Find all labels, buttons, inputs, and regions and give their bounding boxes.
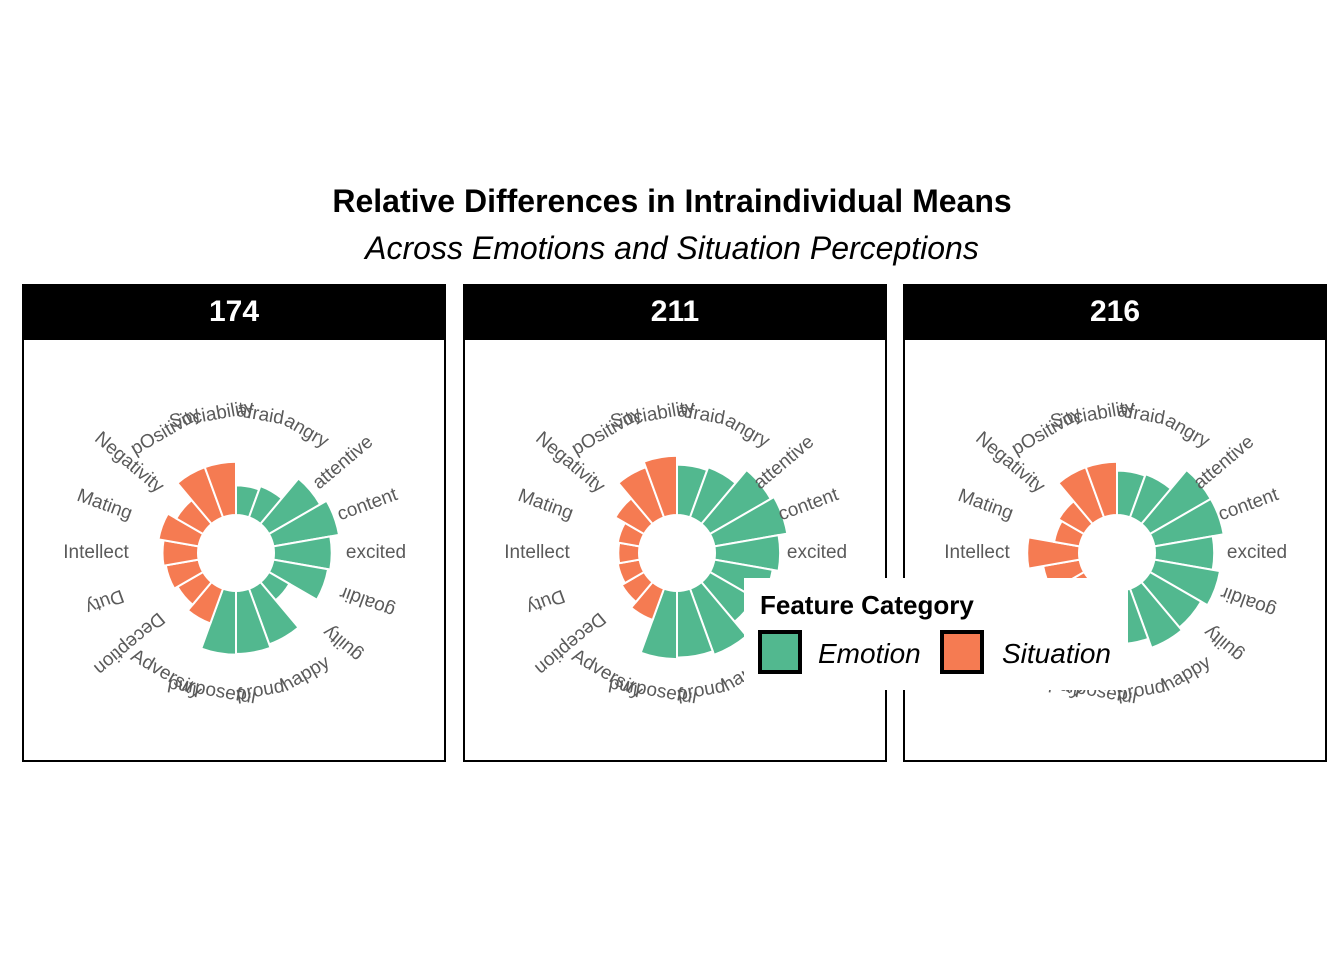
category-label: goaldir [336,581,397,620]
facet-0: 174 afraid angry attentive content excited go… [22,284,446,762]
bar-goaldir [267,558,330,602]
bar-Intellect [1026,536,1081,570]
category-label: Adversity [568,645,647,703]
bar-content [1148,497,1225,548]
category-label: angry [1161,410,1213,452]
bar-Sociability [642,454,678,519]
bar-content [708,495,789,548]
category-label: excited [787,542,847,563]
bar-Adversity [629,580,666,622]
category-label: angry [721,410,773,452]
category-label: Intellect [944,542,1010,563]
category-label: angry [280,410,332,452]
category-label: Intellect [63,542,129,563]
category-label: Mating [955,485,1016,524]
legend-label-emotion: Emotion [818,638,921,669]
category-label: happy [1159,652,1215,696]
bar-happy [688,580,749,657]
bar-purposeful [639,587,678,661]
polar-bar-chart: afraidangryattentivecontentexcitedgoaldi… [504,397,847,709]
facet-strip-label: 211 [463,284,887,338]
polar-bar-chart: afraidangryattentivecontentexcitedgoaldi… [63,397,406,709]
bar-Sociability [1084,460,1118,519]
bar-Adversity [186,580,225,625]
bar-purposeful [199,587,237,656]
chart-title: Relative Differences in Intraindividual … [332,183,1012,219]
category-label: Adversity [127,645,206,703]
legend-key-situation [940,630,984,674]
legend-label-situation: Situation [1002,638,1111,669]
category-label: goaldir [1217,581,1278,620]
bar-goaldir [1148,558,1222,607]
bar-content [267,499,341,548]
bar-happy [1128,580,1184,650]
category-label: content [335,484,401,525]
category-label: content [1216,484,1282,525]
category-label: excited [346,542,406,563]
bar-Deception [620,570,654,604]
bar-Duty [616,558,646,585]
category-label: Duty [523,585,567,618]
facet-panel: afraidangryattentivecontentexcitedgoaldi… [463,338,887,762]
facet-strip-label: 174 [22,284,446,338]
category-label: Sociability [168,397,256,433]
legend-title: Feature Category [760,590,974,620]
legend-key-emotion [758,630,802,674]
facet-strip-label: 216 [903,284,1327,338]
category-label: excited [1227,542,1287,563]
category-label: Intellect [504,542,570,563]
facet-1: 211 afraidangryattentivecontentexcitedgo… [463,284,887,762]
polar-bar-chart: afraidangryattentivecontentexcitedgoaldi… [944,397,1287,709]
category-label: Mating [74,485,135,524]
category-label: Duty [82,585,126,618]
bar-Mating [157,512,205,548]
category-label: Sociability [1049,397,1137,433]
category-label: Sociability [609,397,697,433]
facet-2: 216 afraid angry attentive content excited go… [903,284,1327,762]
category-label: content [776,484,842,525]
category-label: Mating [515,485,576,524]
bar-Sociability [203,460,237,519]
chart-subtitle: Across Emotions and Situation Perception… [365,230,979,266]
legend: Feature Category Emotion Situation [744,578,1128,690]
category-label: happy [278,652,334,696]
